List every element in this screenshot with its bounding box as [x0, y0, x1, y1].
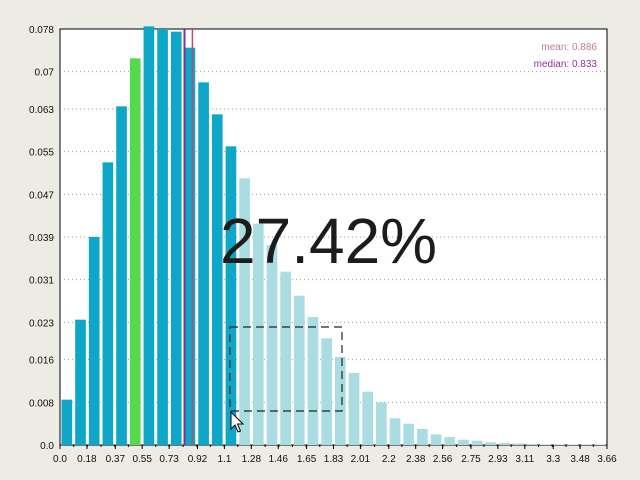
y-tick-label: 0.0: [40, 441, 54, 452]
mean-label: mean: 0.886: [541, 42, 597, 53]
x-tick-label: 2.2: [382, 454, 396, 465]
x-tick-label: 0.37: [106, 454, 126, 465]
mouse-cursor-icon: [230, 410, 245, 433]
histogram-bar: [581, 444, 592, 445]
x-tick-label: 1.65: [297, 454, 317, 465]
x-tick-label: 0.18: [77, 454, 97, 465]
histogram-bar: [252, 223, 264, 445]
x-tick-label: 0.92: [188, 454, 208, 465]
histogram-bar: [458, 439, 469, 445]
histogram-bar: [88, 237, 100, 445]
y-tick-label: 0.016: [29, 356, 54, 367]
histogram-bar: [348, 373, 360, 445]
y-tick-label: 0.023: [29, 318, 54, 329]
x-tick-label: 2.93: [488, 454, 508, 465]
x-tick-label: 2.01: [351, 454, 371, 465]
histogram-bar: [321, 338, 332, 445]
histogram-bar: [512, 443, 524, 445]
histogram-bar: [211, 114, 223, 445]
histogram-bar: [335, 357, 346, 445]
percentage-label: 27.42%: [220, 205, 437, 277]
y-tick-label: 0.039: [29, 233, 54, 244]
histogram-bar: [225, 146, 237, 446]
histogram-bar: [143, 26, 155, 445]
histogram-bar: [307, 317, 319, 445]
histogram-bar: [293, 295, 305, 445]
y-tick-label: 0.055: [29, 148, 54, 159]
x-tick-label: 3.11: [515, 454, 534, 465]
y-tick-label: 0.063: [29, 105, 54, 116]
y-tick-label: 0.047: [29, 190, 54, 201]
histogram-bar: [157, 29, 168, 445]
x-tick-label: 1.83: [324, 454, 344, 465]
y-tick-label: 0.008: [29, 398, 54, 409]
histogram-bar: [170, 31, 182, 446]
selection-box[interactable]: [229, 326, 343, 412]
x-tick-label: 0.55: [132, 454, 152, 465]
histogram-bar: [239, 178, 250, 446]
histogram-bar: [266, 245, 278, 445]
y-tick-label: 0.031: [29, 276, 54, 287]
x-tick-label: 3.3: [546, 454, 560, 465]
histogram-bar: [526, 443, 538, 445]
histogram-bar: [376, 402, 387, 445]
x-tick-label: 1.1: [217, 454, 231, 465]
histogram-bar: [61, 399, 73, 445]
histogram-bar: [280, 271, 291, 445]
median-label: median: 0.833: [534, 59, 598, 70]
x-tick-label: 2.38: [406, 454, 426, 465]
histogram-bar: [444, 437, 456, 445]
x-tick-label: 1.46: [268, 454, 288, 465]
y-tick-label: 0.07: [35, 68, 55, 79]
histogram-bar: [389, 418, 401, 445]
histogram-bar: [362, 391, 374, 445]
histogram-bar: [403, 423, 415, 445]
histogram-bar: [129, 58, 141, 445]
histogram-bar: [102, 162, 114, 446]
x-tick-label: 2.56: [433, 454, 453, 465]
histogram-bar: [553, 444, 565, 445]
stat-lines-layer: [183, 29, 194, 445]
x-tick-label: 1.28: [242, 454, 262, 465]
axis-layer: 0.0 0.008 0.016 0.023 0.031 0.039 0.047 0.055 0.…: [29, 25, 617, 465]
y-tick-label: 0.078: [29, 25, 54, 36]
histogram-bar: [417, 429, 428, 445]
x-tick-label: 0.0: [53, 454, 67, 465]
x-tick-label: 3.48: [570, 454, 590, 465]
histogram-bar: [116, 106, 127, 445]
x-tick-label: 2.75: [461, 454, 481, 465]
histogram-bar: [499, 442, 510, 445]
bar-layer: [61, 26, 606, 446]
histogram-bar: [567, 444, 579, 445]
histogram-bar: [540, 444, 551, 445]
histogram-bar: [198, 82, 209, 445]
histogram-bar: [594, 444, 606, 445]
histogram-bar: [184, 47, 196, 446]
histogram-bar: [471, 440, 483, 445]
x-tick-label: 0.73: [159, 454, 179, 465]
histogram-bar: [75, 319, 86, 445]
histogram-bar: [430, 434, 442, 445]
histogram-bar: [485, 442, 497, 445]
x-tick-label: 3.66: [597, 454, 617, 465]
